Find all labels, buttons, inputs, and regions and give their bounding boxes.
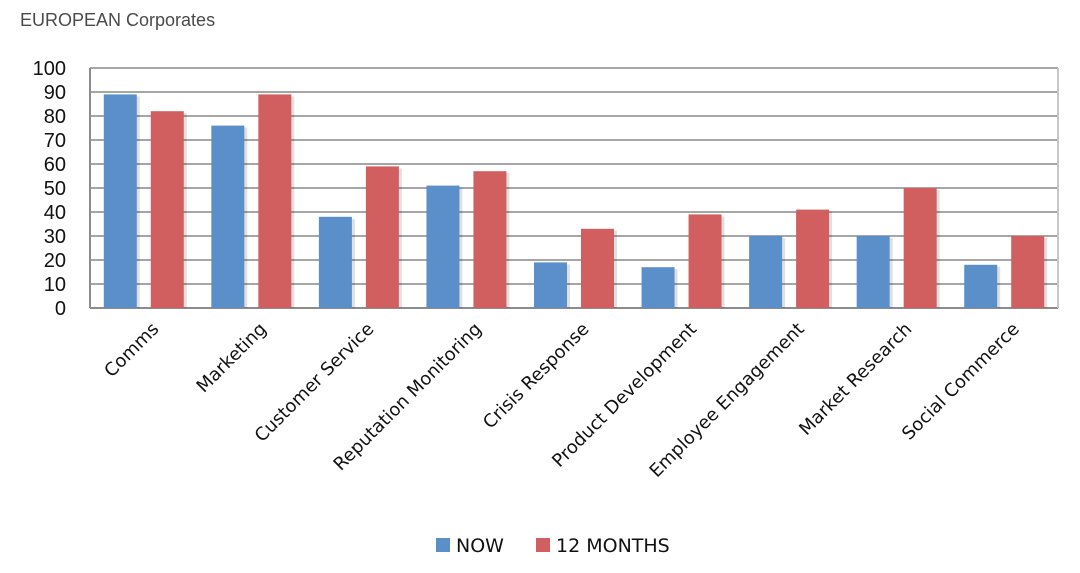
bar-now xyxy=(103,94,137,309)
legend: NOW 12 MONTHS xyxy=(436,535,670,557)
bar-12-months xyxy=(796,209,830,308)
bar-now xyxy=(318,216,352,308)
bar-12-months xyxy=(903,188,937,308)
x-tick-label: Crisis Response xyxy=(479,319,593,433)
bar-now xyxy=(211,125,245,308)
y-tick-label: 70 xyxy=(44,130,66,152)
gridlines xyxy=(90,67,1058,285)
bar-12-months xyxy=(581,228,614,308)
legend-swatch xyxy=(536,538,550,552)
bar-now xyxy=(534,262,567,308)
bar-12-months xyxy=(258,94,292,309)
y-tick-label: 10 xyxy=(44,274,66,296)
chart-title: EUROPEAN Corporates xyxy=(20,10,216,30)
bar-now xyxy=(749,236,783,308)
bar-12-months xyxy=(365,166,399,308)
y-tick-label: 20 xyxy=(44,250,66,272)
y-tick-label: 80 xyxy=(44,106,66,128)
bar-12-months xyxy=(473,171,507,308)
bar-now xyxy=(964,264,998,308)
x-tick-label: Social Commerce xyxy=(898,319,1024,445)
y-tick-label: 100 xyxy=(33,58,66,80)
bar-now xyxy=(641,267,675,308)
bar-12-months xyxy=(688,214,722,308)
axes xyxy=(89,68,1059,309)
x-tick-label: Market Research xyxy=(795,319,916,440)
x-tick-label: Comms xyxy=(100,319,163,382)
y-tick-label: 60 xyxy=(44,154,66,176)
x-tick-label: Customer Service xyxy=(251,319,379,447)
y-tick-label: 50 xyxy=(44,178,66,200)
legend-swatch xyxy=(436,538,450,552)
bars xyxy=(103,94,1048,309)
y-tick-label: 40 xyxy=(44,202,66,224)
x-tick-label: Marketing xyxy=(193,319,271,397)
y-tick-label: 30 xyxy=(44,226,66,248)
y-tick-label: 0 xyxy=(55,298,66,320)
legend-label: 12 MONTHS xyxy=(556,535,670,557)
bar-12-months xyxy=(1011,236,1045,308)
bar-now xyxy=(856,236,890,308)
bar-12-months xyxy=(150,111,184,308)
bar-now xyxy=(426,185,460,308)
legend-label: NOW xyxy=(456,535,504,557)
y-tick-label: 90 xyxy=(44,82,66,104)
